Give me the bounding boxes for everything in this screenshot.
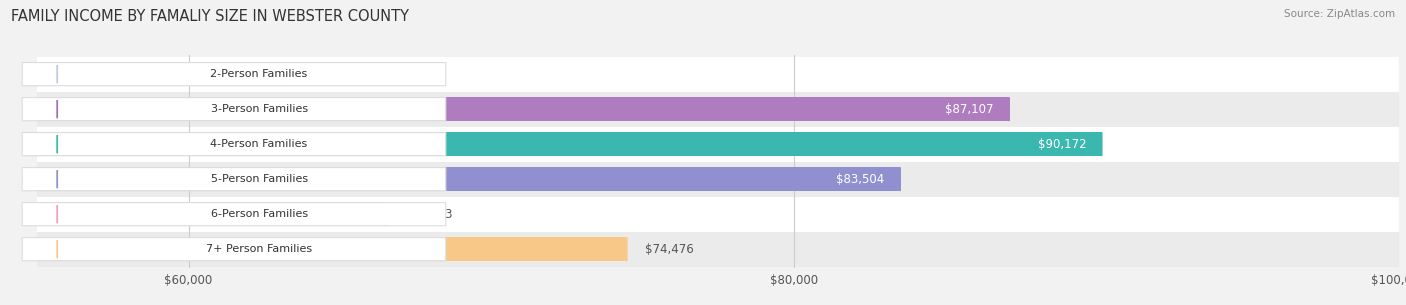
Text: 7+ Person Families: 7+ Person Families: [207, 244, 312, 254]
FancyBboxPatch shape: [22, 238, 446, 261]
Text: 3-Person Families: 3-Person Families: [211, 104, 308, 114]
Text: 4-Person Families: 4-Person Families: [211, 139, 308, 149]
Text: $66,523: $66,523: [404, 208, 453, 221]
FancyBboxPatch shape: [22, 133, 446, 156]
FancyBboxPatch shape: [22, 167, 446, 191]
FancyBboxPatch shape: [22, 203, 446, 226]
Bar: [38, 57, 1399, 92]
Text: FAMILY INCOME BY FAMALIY SIZE IN WEBSTER COUNTY: FAMILY INCOME BY FAMALIY SIZE IN WEBSTER…: [11, 9, 409, 24]
Bar: [38, 162, 1399, 197]
Bar: [38, 62, 287, 86]
Bar: [38, 237, 627, 261]
Bar: [38, 202, 387, 226]
Text: $83,504: $83,504: [837, 173, 884, 186]
Bar: [38, 197, 1399, 232]
Text: 5-Person Families: 5-Person Families: [211, 174, 308, 184]
Bar: [38, 127, 1399, 162]
Bar: [38, 232, 1399, 267]
Text: $87,107: $87,107: [945, 103, 994, 116]
Bar: [38, 132, 1101, 156]
Text: 2-Person Families: 2-Person Families: [211, 69, 308, 79]
Text: Source: ZipAtlas.com: Source: ZipAtlas.com: [1284, 9, 1395, 19]
Text: $90,172: $90,172: [1038, 138, 1087, 151]
Text: 6-Person Families: 6-Person Families: [211, 209, 308, 219]
Bar: [38, 167, 900, 191]
Bar: [38, 97, 1010, 121]
FancyBboxPatch shape: [22, 98, 446, 121]
FancyBboxPatch shape: [22, 63, 446, 86]
Text: $63,248: $63,248: [305, 68, 353, 81]
Text: $74,476: $74,476: [645, 243, 693, 256]
Bar: [38, 92, 1399, 127]
